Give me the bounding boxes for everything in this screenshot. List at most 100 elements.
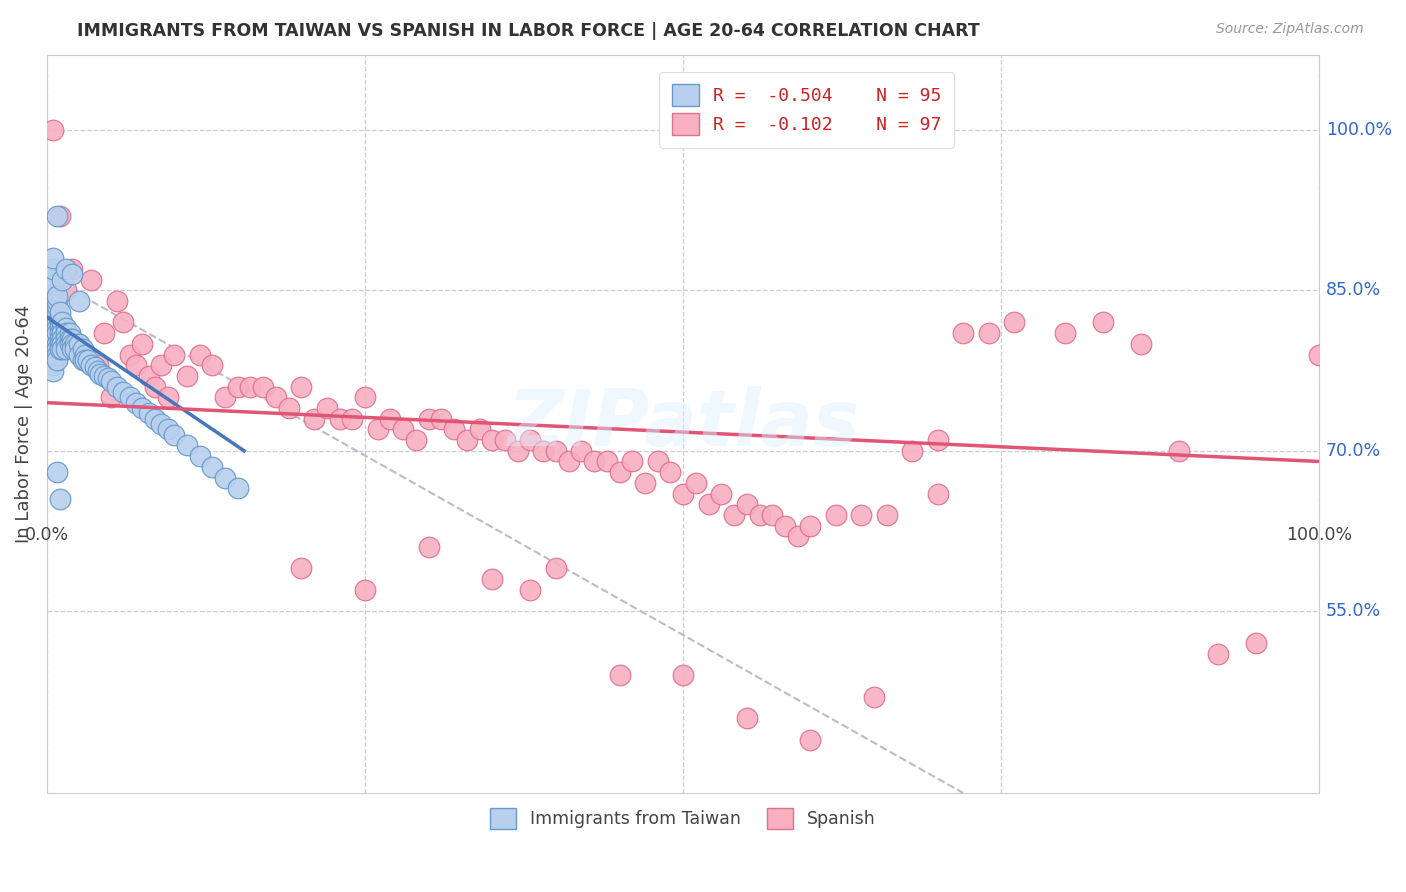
- Point: [60, 337, 83, 351]
- Point: [143, 379, 166, 393]
- Point: [927, 486, 949, 500]
- Point: [214, 470, 236, 484]
- Point: [42, 321, 65, 335]
- Point: [84, 360, 107, 375]
- Point: [773, 518, 796, 533]
- Point: [201, 459, 224, 474]
- Point: [51, 337, 73, 351]
- Point: [80, 358, 103, 372]
- Point: [42, 273, 65, 287]
- Point: [418, 411, 440, 425]
- Point: [519, 582, 541, 597]
- Point: [46, 337, 69, 351]
- Point: [188, 347, 211, 361]
- Text: 100.0%: 100.0%: [1286, 526, 1353, 544]
- Point: [786, 529, 808, 543]
- Point: [76, 352, 98, 367]
- Point: [42, 278, 65, 293]
- Point: [48, 321, 70, 335]
- Point: [42, 294, 65, 309]
- Point: [735, 711, 758, 725]
- Point: [952, 326, 974, 341]
- Point: [42, 332, 65, 346]
- Point: [51, 342, 73, 356]
- Point: [105, 379, 128, 393]
- Point: [48, 332, 70, 346]
- Point: [46, 352, 69, 367]
- Point: [176, 438, 198, 452]
- Point: [1053, 326, 1076, 341]
- Point: [75, 347, 97, 361]
- Point: [42, 347, 65, 361]
- Point: [42, 123, 65, 137]
- Point: [67, 337, 90, 351]
- Point: [60, 262, 83, 277]
- Point: [596, 454, 619, 468]
- Point: [214, 390, 236, 404]
- Point: [48, 491, 70, 506]
- Point: [87, 363, 110, 377]
- Point: [544, 443, 567, 458]
- Point: [46, 321, 69, 335]
- Point: [290, 561, 312, 575]
- Point: [42, 363, 65, 377]
- Point: [75, 347, 97, 361]
- Point: [143, 411, 166, 425]
- Point: [42, 310, 65, 325]
- Point: [46, 465, 69, 479]
- Point: [42, 358, 65, 372]
- Point: [42, 352, 65, 367]
- Point: [138, 406, 160, 420]
- Point: [1308, 347, 1330, 361]
- Text: IMMIGRANTS FROM TAIWAN VS SPANISH IN LABOR FORCE | AGE 20-64 CORRELATION CHART: IMMIGRANTS FROM TAIWAN VS SPANISH IN LAB…: [77, 22, 980, 40]
- Point: [799, 518, 821, 533]
- Point: [131, 337, 153, 351]
- Point: [46, 300, 69, 314]
- Point: [60, 332, 83, 346]
- Point: [63, 337, 86, 351]
- Point: [100, 374, 122, 388]
- Point: [329, 411, 352, 425]
- Point: [418, 540, 440, 554]
- Point: [125, 395, 148, 409]
- Point: [634, 475, 657, 490]
- Point: [901, 443, 924, 458]
- Point: [876, 508, 898, 522]
- Point: [156, 422, 179, 436]
- Point: [42, 316, 65, 330]
- Point: [93, 326, 115, 341]
- Point: [48, 316, 70, 330]
- Point: [42, 342, 65, 356]
- Point: [59, 337, 82, 351]
- Legend: Immigrants from Taiwan, Spanish: Immigrants from Taiwan, Spanish: [484, 801, 883, 836]
- Point: [59, 326, 82, 341]
- Point: [42, 337, 65, 351]
- Point: [226, 379, 249, 393]
- Point: [46, 326, 69, 341]
- Point: [392, 422, 415, 436]
- Point: [48, 342, 70, 356]
- Point: [468, 422, 491, 436]
- Point: [118, 347, 141, 361]
- Point: [380, 411, 402, 425]
- Text: 0.0%: 0.0%: [25, 526, 69, 544]
- Point: [647, 454, 669, 468]
- Point: [55, 326, 77, 341]
- Point: [48, 209, 70, 223]
- Point: [977, 326, 1000, 341]
- Point: [443, 422, 465, 436]
- Point: [67, 347, 90, 361]
- Point: [51, 316, 73, 330]
- Point: [59, 332, 82, 346]
- Point: [609, 668, 631, 682]
- Point: [354, 390, 377, 404]
- Point: [48, 305, 70, 319]
- Point: [67, 294, 90, 309]
- Point: [302, 411, 325, 425]
- Text: 100.0%: 100.0%: [1326, 121, 1392, 139]
- Point: [723, 508, 745, 522]
- Point: [1092, 316, 1115, 330]
- Point: [315, 401, 337, 415]
- Point: [163, 427, 186, 442]
- Point: [46, 310, 69, 325]
